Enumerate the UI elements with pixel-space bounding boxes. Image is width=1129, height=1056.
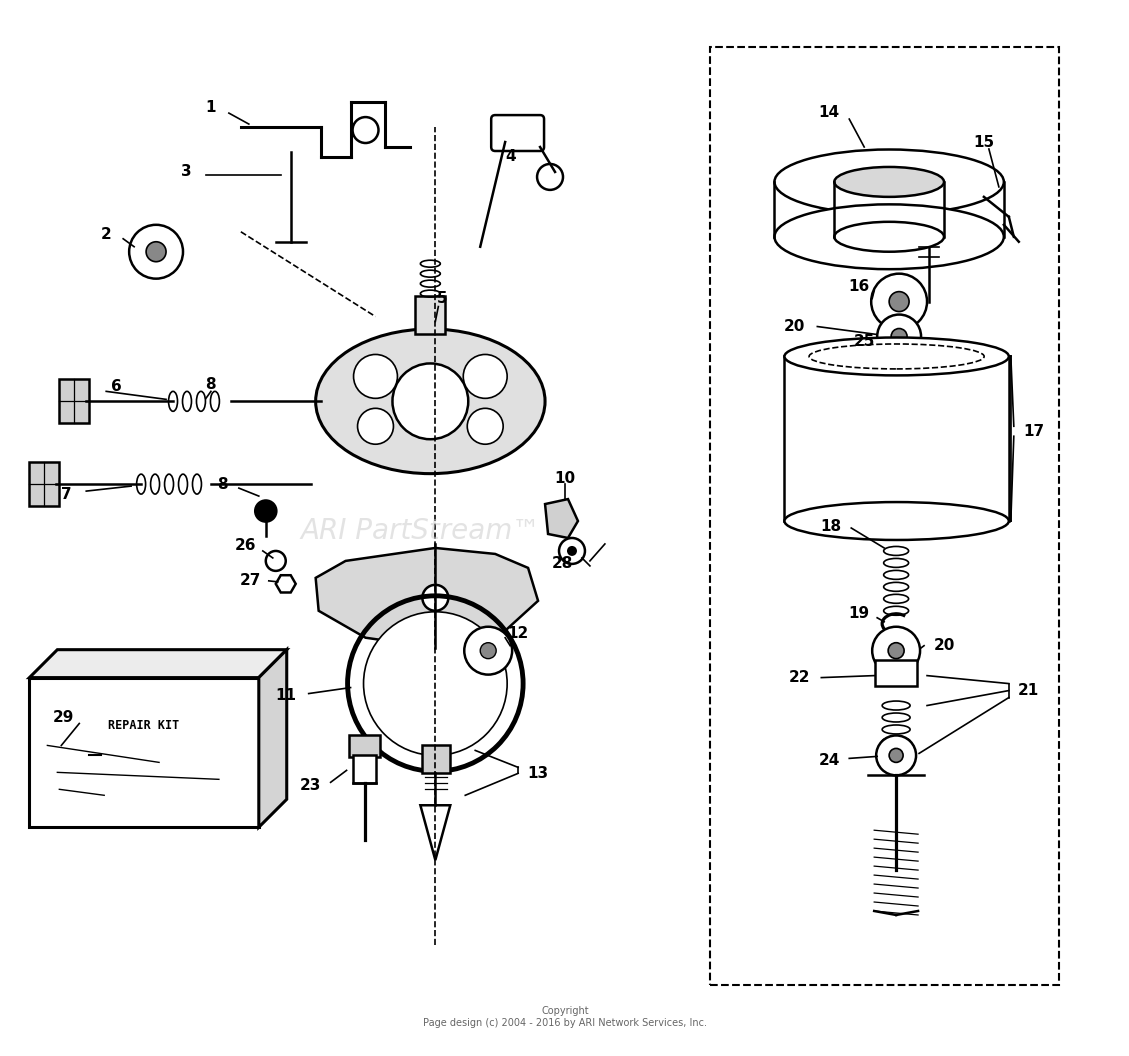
FancyBboxPatch shape xyxy=(491,115,544,151)
Polygon shape xyxy=(420,806,450,861)
Circle shape xyxy=(877,315,921,358)
Text: 25: 25 xyxy=(854,334,875,348)
Circle shape xyxy=(890,291,909,312)
Text: 6: 6 xyxy=(111,379,122,394)
Circle shape xyxy=(129,225,183,279)
Circle shape xyxy=(567,546,577,555)
Text: 24: 24 xyxy=(819,753,840,768)
Circle shape xyxy=(352,117,378,143)
Text: 5: 5 xyxy=(437,291,447,306)
Text: 8: 8 xyxy=(205,377,217,392)
Circle shape xyxy=(255,501,277,522)
Circle shape xyxy=(873,627,920,675)
Text: 22: 22 xyxy=(789,671,811,685)
Circle shape xyxy=(146,242,166,262)
Bar xyxy=(349,735,380,757)
Bar xyxy=(415,296,445,334)
Bar xyxy=(422,746,450,773)
Ellipse shape xyxy=(785,338,1009,375)
Polygon shape xyxy=(316,548,539,647)
Polygon shape xyxy=(259,649,287,827)
Bar xyxy=(29,678,259,827)
Text: 8: 8 xyxy=(218,476,228,492)
Circle shape xyxy=(891,328,907,344)
Circle shape xyxy=(537,164,563,190)
Text: 18: 18 xyxy=(821,518,842,533)
Circle shape xyxy=(358,409,393,445)
Text: 23: 23 xyxy=(300,778,322,793)
Text: 16: 16 xyxy=(849,279,869,295)
Text: 20: 20 xyxy=(934,638,955,654)
Circle shape xyxy=(872,274,927,329)
Circle shape xyxy=(463,355,507,398)
Ellipse shape xyxy=(774,150,1004,214)
Ellipse shape xyxy=(834,222,944,251)
Polygon shape xyxy=(29,649,287,678)
Bar xyxy=(29,463,60,506)
Circle shape xyxy=(353,355,397,398)
Text: 3: 3 xyxy=(181,165,191,180)
Ellipse shape xyxy=(774,205,1004,269)
Circle shape xyxy=(422,585,448,610)
Text: 7: 7 xyxy=(61,487,71,502)
Text: REPAIR KIT: REPAIR KIT xyxy=(108,719,180,732)
FancyBboxPatch shape xyxy=(875,660,917,685)
Text: 28: 28 xyxy=(551,557,572,571)
Circle shape xyxy=(364,611,507,755)
Text: 17: 17 xyxy=(1023,423,1044,438)
Circle shape xyxy=(559,538,585,564)
Text: 13: 13 xyxy=(527,766,549,780)
Text: 20: 20 xyxy=(784,319,805,334)
Text: 11: 11 xyxy=(275,689,296,703)
Circle shape xyxy=(393,363,469,439)
Ellipse shape xyxy=(785,502,1009,540)
Text: 2: 2 xyxy=(100,227,112,242)
Text: 29: 29 xyxy=(53,710,75,725)
Text: 21: 21 xyxy=(1018,683,1040,698)
Circle shape xyxy=(876,735,916,775)
Circle shape xyxy=(464,627,513,675)
Circle shape xyxy=(890,749,903,762)
Bar xyxy=(60,379,89,423)
Text: 4: 4 xyxy=(505,150,516,165)
Text: 27: 27 xyxy=(240,573,262,588)
Circle shape xyxy=(467,409,504,445)
Ellipse shape xyxy=(316,329,545,474)
Text: 10: 10 xyxy=(554,471,576,486)
Circle shape xyxy=(265,551,286,571)
Polygon shape xyxy=(275,576,296,592)
Bar xyxy=(785,357,1009,521)
Text: 26: 26 xyxy=(235,539,256,553)
Text: 14: 14 xyxy=(819,105,840,119)
Text: 12: 12 xyxy=(508,626,528,641)
Text: 1: 1 xyxy=(205,99,216,115)
Polygon shape xyxy=(545,499,578,538)
Ellipse shape xyxy=(834,167,944,196)
Circle shape xyxy=(889,643,904,659)
Text: 19: 19 xyxy=(849,606,869,621)
Text: 15: 15 xyxy=(973,134,995,150)
Circle shape xyxy=(480,643,496,659)
Bar xyxy=(352,755,376,784)
Text: Copyright
Page design (c) 2004 - 2016 by ARI Network Services, Inc.: Copyright Page design (c) 2004 - 2016 by… xyxy=(423,1006,707,1027)
Text: ARI PartStream™: ARI PartStream™ xyxy=(300,517,541,545)
